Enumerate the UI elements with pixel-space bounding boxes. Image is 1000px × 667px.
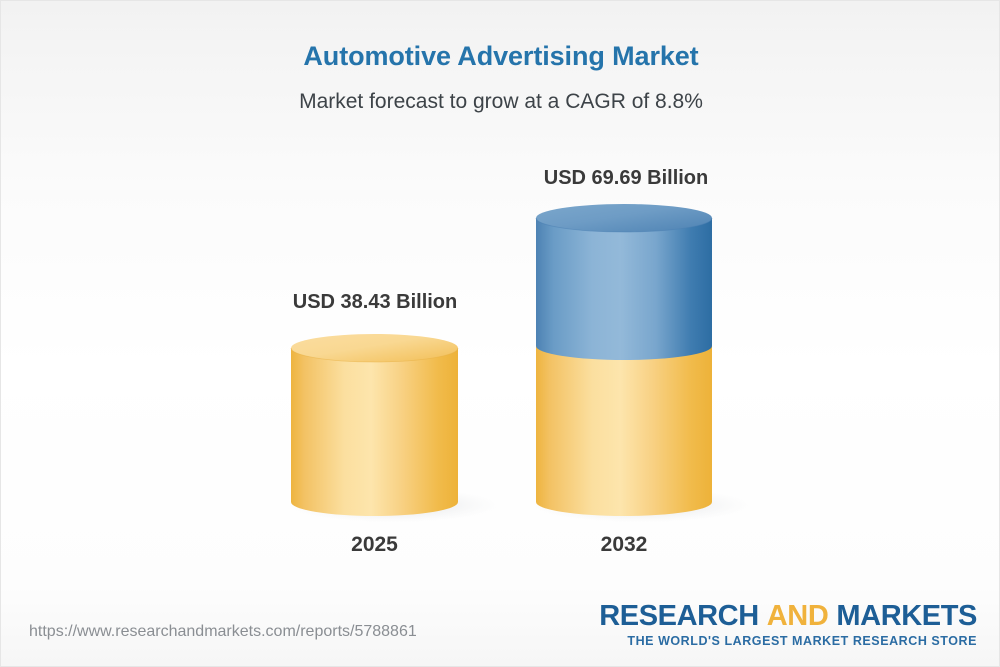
logo-tagline: THE WORLD'S LARGEST MARKET RESEARCH STOR… <box>627 634 977 649</box>
research-and-markets-logo[interactable]: RESEARCH AND MARKETS THE WORLD'S LARGEST M… <box>599 601 977 649</box>
page-title: Automotive Advertising Market <box>303 41 699 71</box>
category-label-2025: 2025 <box>351 533 398 556</box>
logo-word-markets: MARKETS <box>836 600 977 632</box>
report-url[interactable]: https://www.researchandmarkets.com/repor… <box>29 623 417 640</box>
data-label-2032: USD 69.69 Billion <box>543 167 709 189</box>
category-label-2032: 2032 <box>600 533 648 556</box>
logo-wordmark: RESEARCH AND MARKETS <box>599 601 977 631</box>
page-subtitle: Market forecast to grow at a CAGR of 8.8… <box>299 90 703 113</box>
logo-word-research: RESEARCH <box>599 600 759 632</box>
data-label-2025: USD 38.43 Billion <box>292 291 458 313</box>
logo-word-and: AND <box>766 600 829 632</box>
